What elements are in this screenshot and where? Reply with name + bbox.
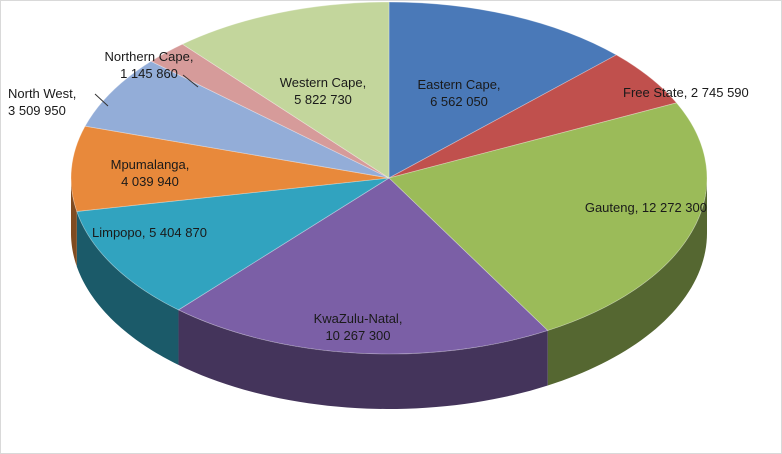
data-label-north-west: North West, 3 509 950 (8, 86, 76, 118)
pie-side-gauteng (547, 178, 707, 386)
data-label-eastern-cape: Eastern Cape, 6 562 050 (417, 77, 500, 109)
pie-side-limpopo (76, 211, 179, 365)
pie-side-kwazulu-natal (178, 309, 548, 409)
data-label-northern-cape: Northern Cape, 1 145 860 (105, 49, 194, 81)
data-label-free-state: Free State, 2 745 590 (623, 85, 749, 100)
pie-sides (71, 178, 707, 409)
data-label-gauteng: Gauteng, 12 272 300 (585, 200, 707, 215)
pie-slice-western-cape (181, 1, 390, 179)
pie-slice-kwazulu-natal (177, 177, 549, 355)
pie-slice-free-state (388, 54, 678, 179)
pie-slice-limpopo (76, 177, 390, 311)
pie-slice-northern-cape (150, 43, 390, 179)
pie-slice-north-west (84, 60, 390, 179)
pie-slice-eastern-cape (388, 1, 618, 179)
pie-side-mpumalanga (71, 178, 77, 267)
data-label-mpumalanga: Mpumalanga, 4 039 940 (111, 157, 190, 189)
pie-top (70, 1, 708, 355)
data-label-western-cape: Western Cape, 5 822 730 (280, 75, 366, 107)
leader-line-northern-cape (182, 74, 199, 88)
data-label-limpopo: Limpopo, 5 404 870 (92, 225, 207, 240)
pie-slice-gauteng (388, 102, 708, 331)
pie-slice-mpumalanga (70, 125, 390, 212)
leader-line-north-west (94, 93, 109, 107)
data-label-kwazulu-natal: KwaZulu-Natal, 10 267 300 (314, 311, 403, 343)
